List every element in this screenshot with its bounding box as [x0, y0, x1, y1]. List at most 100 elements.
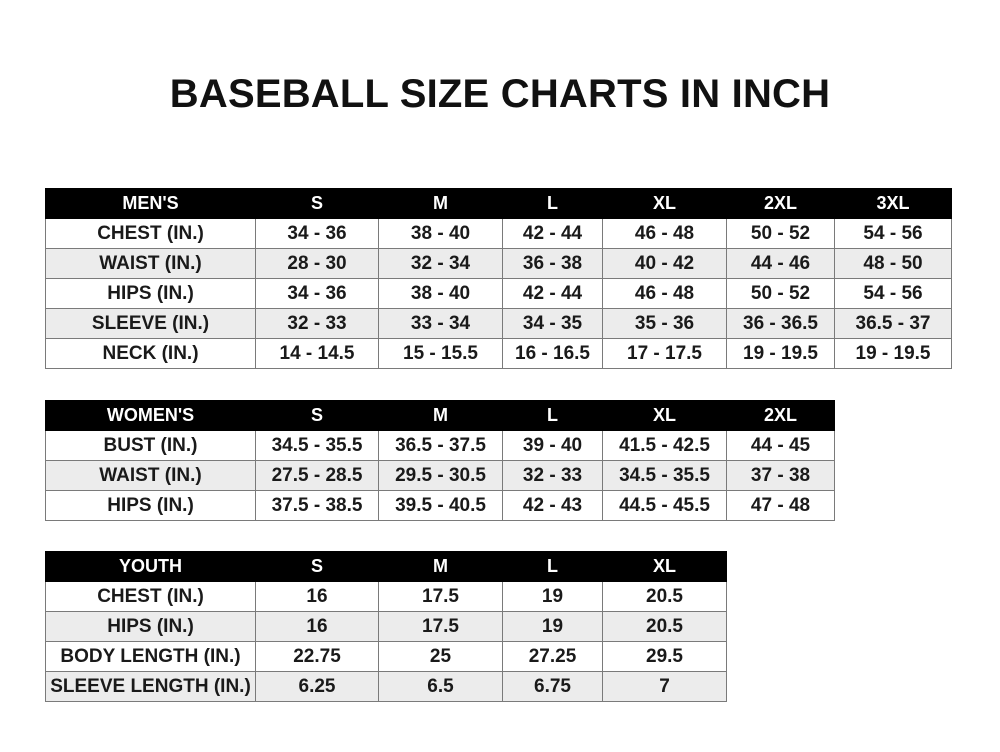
- table-row: WAIST (IN.) 28 - 30 32 - 34 36 - 38 40 - 42 4…: [45, 248, 952, 279]
- size-value: 22.75: [255, 641, 379, 672]
- size-value: 42 - 43: [502, 490, 603, 521]
- size-value: 34 - 35: [502, 308, 603, 339]
- size-value: 35 - 36: [602, 308, 727, 339]
- table-row: HIPS (IN.) 16 17.5 19 20.5: [45, 611, 727, 642]
- youth-size-table: YOUTH S M L XL CHEST (IN.) 16 17.5 19 20.5 HIPS (I…: [45, 551, 727, 702]
- header-row: YOUTH S M L XL: [45, 551, 727, 582]
- measurement-label: CHEST (IN.): [45, 218, 256, 249]
- size-value: 25: [378, 641, 503, 672]
- size-value: 34.5 - 35.5: [255, 430, 379, 461]
- size-value: 32 - 33: [255, 308, 379, 339]
- size-value: 19: [502, 581, 603, 612]
- size-value: 17.5: [378, 581, 503, 612]
- size-value: 16: [255, 611, 379, 642]
- size-value: 20.5: [602, 611, 727, 642]
- size-value: 14 - 14.5: [255, 338, 379, 369]
- size-value: 34 - 36: [255, 278, 379, 309]
- measurement-label: BODY LENGTH (IN.): [45, 641, 256, 672]
- measurement-label: CHEST (IN.): [45, 581, 256, 612]
- size-header: S: [255, 551, 379, 582]
- size-value: 6.5: [378, 671, 503, 702]
- measurement-label: HIPS (IN.): [45, 611, 256, 642]
- size-value: 34 - 36: [255, 218, 379, 249]
- size-header: M: [378, 188, 503, 219]
- size-value: 20.5: [602, 581, 727, 612]
- size-value: 36.5 - 37: [834, 308, 952, 339]
- measurement-label: WAIST (IN.): [45, 248, 256, 279]
- table-row: SLEEVE LENGTH (IN.) 6.25 6.5 6.75 7: [45, 671, 727, 702]
- size-value: 17.5: [378, 611, 503, 642]
- table-row: SLEEVE (IN.) 32 - 33 33 - 34 34 - 35 35 - 36…: [45, 308, 952, 339]
- size-value: 40 - 42: [602, 248, 727, 279]
- size-value: 17 - 17.5: [602, 338, 727, 369]
- size-value: 46 - 48: [602, 218, 727, 249]
- table-row: CHEST (IN.) 34 - 36 38 - 40 42 - 44 46 - 48 5…: [45, 218, 952, 249]
- size-header: L: [502, 400, 603, 431]
- table-row: WAIST (IN.) 27.5 - 28.5 29.5 - 30.5 32 - 33…: [45, 460, 835, 491]
- measurement-label: NECK (IN.): [45, 338, 256, 369]
- size-value: 19: [502, 611, 603, 642]
- measurement-label: WAIST (IN.): [45, 460, 256, 491]
- size-header: 3XL: [834, 188, 952, 219]
- table-row: BUST (IN.) 34.5 - 35.5 36.5 - 37.5 39 - 40 4…: [45, 430, 835, 461]
- header-row: MEN'S S M L XL 2XL 3XL: [45, 188, 952, 219]
- size-value: 7: [602, 671, 727, 702]
- size-value: 28 - 30: [255, 248, 379, 279]
- size-value: 19 - 19.5: [834, 338, 952, 369]
- size-value: 36 - 36.5: [726, 308, 835, 339]
- measurement-label: SLEEVE LENGTH (IN.): [45, 671, 256, 702]
- size-value: 36 - 38: [502, 248, 603, 279]
- page-title: BASEBALL SIZE CHARTS IN INCH: [169, 72, 831, 116]
- size-value: 33 - 34: [378, 308, 503, 339]
- size-value: 29.5: [602, 641, 727, 672]
- category-header: WOMEN'S: [45, 400, 256, 431]
- size-value: 15 - 15.5: [378, 338, 503, 369]
- size-value: 6.25: [255, 671, 379, 702]
- header-row: WOMEN'S S M L XL 2XL: [45, 400, 835, 431]
- measurement-label: HIPS (IN.): [45, 490, 256, 521]
- size-value: 34.5 - 35.5: [602, 460, 727, 491]
- size-header: 2XL: [726, 188, 835, 219]
- size-value: 54 - 56: [834, 218, 952, 249]
- size-header: M: [378, 400, 503, 431]
- size-value: 27.5 - 28.5: [255, 460, 379, 491]
- size-value: 29.5 - 30.5: [378, 460, 503, 491]
- size-header: S: [255, 400, 379, 431]
- size-value: 16 - 16.5: [502, 338, 603, 369]
- size-header: 2XL: [726, 400, 835, 431]
- mens-size-table: MEN'S S M L XL 2XL 3XL CHEST (IN.) 34 - 36 38 - 4…: [45, 188, 952, 369]
- table-row: NECK (IN.) 14 - 14.5 15 - 15.5 16 - 16.5 17 …: [45, 338, 952, 369]
- size-value: 50 - 52: [726, 218, 835, 249]
- size-header: S: [255, 188, 379, 219]
- category-header: YOUTH: [45, 551, 256, 582]
- size-value: 46 - 48: [602, 278, 727, 309]
- size-value: 39.5 - 40.5: [378, 490, 503, 521]
- size-value: 42 - 44: [502, 218, 603, 249]
- measurement-label: HIPS (IN.): [45, 278, 256, 309]
- womens-size-table: WOMEN'S S M L XL 2XL BUST (IN.) 34.5 - 35.5 36.5…: [45, 400, 835, 521]
- size-value: 39 - 40: [502, 430, 603, 461]
- measurement-label: SLEEVE (IN.): [45, 308, 256, 339]
- table-row: HIPS (IN.) 34 - 36 38 - 40 42 - 44 46 - 48 50…: [45, 278, 952, 309]
- size-value: 19 - 19.5: [726, 338, 835, 369]
- size-value: 44 - 45: [726, 430, 835, 461]
- size-value: 37.5 - 38.5: [255, 490, 379, 521]
- measurement-label: BUST (IN.): [45, 430, 256, 461]
- size-header: XL: [602, 400, 727, 431]
- size-value: 16: [255, 581, 379, 612]
- size-header: XL: [602, 551, 727, 582]
- size-header: L: [502, 188, 603, 219]
- size-value: 37 - 38: [726, 460, 835, 491]
- size-value: 32 - 34: [378, 248, 503, 279]
- size-value: 48 - 50: [834, 248, 952, 279]
- table-row: BODY LENGTH (IN.) 22.75 25 27.25 29.5: [45, 641, 727, 672]
- size-value: 6.75: [502, 671, 603, 702]
- size-header: XL: [602, 188, 727, 219]
- table-row: CHEST (IN.) 16 17.5 19 20.5: [45, 581, 727, 612]
- category-header: MEN'S: [45, 188, 256, 219]
- size-value: 38 - 40: [378, 278, 503, 309]
- size-value: 41.5 - 42.5: [602, 430, 727, 461]
- size-value: 32 - 33: [502, 460, 603, 491]
- size-value: 47 - 48: [726, 490, 835, 521]
- table-row: HIPS (IN.) 37.5 - 38.5 39.5 - 40.5 42 - 43 4…: [45, 490, 835, 521]
